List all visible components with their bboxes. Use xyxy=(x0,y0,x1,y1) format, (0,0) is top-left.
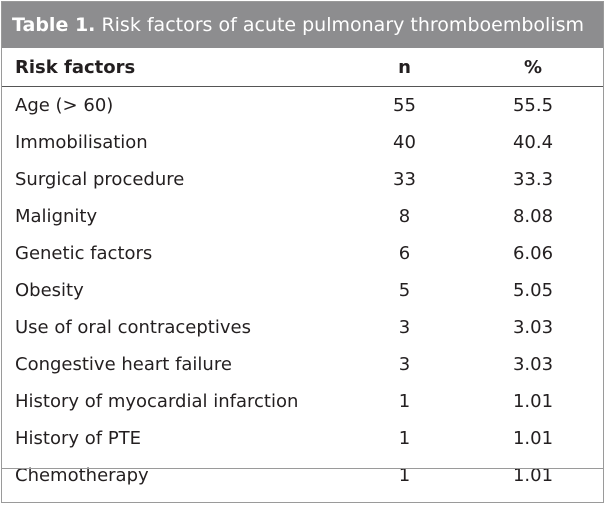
table-row: Surgical procedure 33 33.3 xyxy=(2,161,603,198)
header-cell: % xyxy=(463,48,603,87)
table-row: History of PTE 1 1.01 xyxy=(2,420,603,457)
table-cell: 40 xyxy=(393,132,416,153)
table-row: Use of oral contraceptives 3 3.03 xyxy=(2,309,603,346)
table-cell: 55.5 xyxy=(512,95,554,116)
table-row: Genetic factors 6 6.06 xyxy=(2,235,603,272)
table-cell: 40.4 xyxy=(512,132,554,153)
header-cell: n xyxy=(346,48,463,87)
table-cell: History of PTE xyxy=(15,428,142,449)
table-title: Table 1. Risk factors of acute pulmonary… xyxy=(2,2,603,48)
table-cell: Malignity xyxy=(15,206,98,227)
table-cell: 33.3 xyxy=(512,169,554,190)
table-cell: Use of oral contraceptives xyxy=(15,317,251,338)
table-row: Malignity 8 8.08 xyxy=(2,198,603,235)
table-cell: 5.05 xyxy=(512,280,554,301)
table-cell: 3 xyxy=(398,354,411,375)
table-cell: 3.03 xyxy=(512,317,554,338)
table-cell: 8.08 xyxy=(512,206,554,227)
table-cell: 6.06 xyxy=(512,243,554,264)
table-cell: 1.01 xyxy=(512,428,554,449)
table-body: Age (> 60) 55 55.5 Immobilisation 40 40.4 Surg… xyxy=(2,87,603,495)
table-number: Table 1. xyxy=(12,14,96,36)
table-caption: Risk factors of acute pulmonary thromboe… xyxy=(101,14,584,36)
table-cell: 3.03 xyxy=(512,354,554,375)
table-cell: Genetic factors xyxy=(15,243,153,264)
table-cell: 1 xyxy=(398,428,411,449)
table-cell: History of myocardial infarction xyxy=(15,391,299,412)
table-cell: 33 xyxy=(393,169,416,190)
table-row: Chemotherapy 1 1.01 xyxy=(2,457,603,494)
table-row: History of myocardial infarction 1 1.01 xyxy=(2,383,603,420)
table-cell: Obesity xyxy=(15,280,84,301)
table-cell: 1.01 xyxy=(512,465,554,486)
header-row: Risk factors n% xyxy=(2,48,603,87)
table-cell: 55 xyxy=(393,95,416,116)
table: Risk factors n% Age (> 60) 55 55.5 Immobilis… xyxy=(2,48,603,494)
table-row: Age (> 60) 55 55.5 xyxy=(2,87,603,125)
table-cell: 5 xyxy=(398,280,411,301)
table-cell: 8 xyxy=(398,206,411,227)
table-cell: 1 xyxy=(398,391,411,412)
table-cell: 6 xyxy=(398,243,411,264)
table-cell: Surgical procedure xyxy=(15,169,185,190)
table-row: Immobilisation 40 40.4 xyxy=(2,124,603,161)
table-cell: Congestive heart failure xyxy=(15,354,232,375)
table-cell: Chemotherapy xyxy=(15,465,149,486)
table-cell: Immobilisation xyxy=(15,132,148,153)
header-cell: Risk factors xyxy=(2,48,346,87)
table-row: Obesity 5 5.05 xyxy=(2,272,603,309)
table-cell: Age (> 60) xyxy=(15,95,114,116)
table-cell: 1 xyxy=(398,465,411,486)
table-cell: 1.01 xyxy=(512,391,554,412)
table-footer xyxy=(2,468,603,502)
table-row: Congestive heart failure 3 3.03 xyxy=(2,346,603,383)
table-cell: 3 xyxy=(398,317,411,338)
